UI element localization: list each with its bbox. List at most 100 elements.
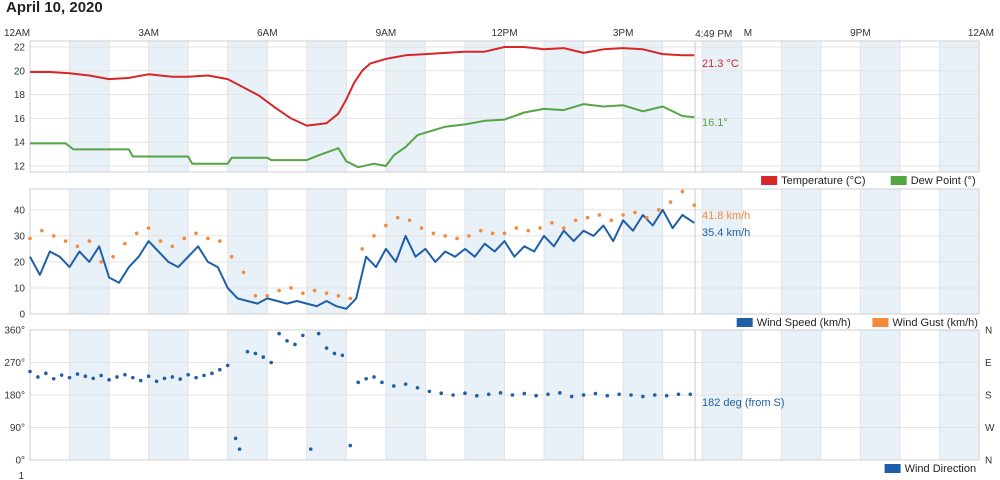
legend-label-0-0: Temperature (°C) <box>781 175 865 187</box>
band-0-19 <box>781 41 821 172</box>
ytick-1-0: 0 <box>19 310 25 321</box>
band-0-3 <box>148 41 189 172</box>
time-label-3: 9AM <box>376 28 397 39</box>
point-1-1-22 <box>289 286 293 290</box>
point-2-0-57 <box>522 391 527 396</box>
point-1-1-33 <box>419 226 424 230</box>
ytick-0-1: 14 <box>14 138 26 149</box>
point-2-0-22 <box>202 373 206 378</box>
panel-frames <box>29 40 980 461</box>
point-2-0-45 <box>380 380 384 385</box>
point-1-1-5 <box>87 239 92 243</box>
annotation-0-1: 16.1° <box>702 117 728 129</box>
point-1-1-3 <box>63 239 68 243</box>
band-1-7 <box>306 189 347 314</box>
current-time-label: 4:49 PM <box>695 29 732 40</box>
time-label-7: 9PM <box>850 28 871 39</box>
ytick-1-2: 20 <box>14 257 26 268</box>
point-1-1-56 <box>692 203 697 207</box>
point-1-1-32 <box>407 218 412 223</box>
ytick-1-4: 40 <box>14 205 26 216</box>
point-2-0-53 <box>475 393 479 398</box>
point-1-1-54 <box>668 200 673 204</box>
legend-swatch-0-1 <box>890 176 907 185</box>
point-2-0-5 <box>67 375 72 380</box>
point-1-1-12 <box>170 244 175 249</box>
point-2-0-28 <box>245 349 250 354</box>
point-2-0-50 <box>439 391 444 395</box>
point-2-0-16 <box>154 379 159 384</box>
point-1-1-29 <box>372 234 376 238</box>
ytick-2-2: 180° <box>4 391 25 402</box>
point-2-0-49 <box>427 389 432 394</box>
point-2-0-11 <box>115 375 119 379</box>
ytick-2-4: 360° <box>4 326 25 337</box>
point-1-1-35 <box>443 234 447 238</box>
point-2-0-32 <box>277 331 281 336</box>
ytick-right-2-3: E <box>985 358 992 369</box>
band-1-15 <box>623 189 663 314</box>
point-2-0-26 <box>233 436 238 441</box>
point-2-0-42 <box>356 380 360 385</box>
point-2-0-12 <box>123 372 127 377</box>
point-2-0-55 <box>498 391 503 395</box>
ytick-0-4: 20 <box>14 66 26 77</box>
series-line-0-0 <box>30 46 695 127</box>
point-2-0-60 <box>558 391 562 395</box>
band-0-17 <box>702 41 742 172</box>
band-0-5 <box>227 41 268 172</box>
point-1-1-27 <box>348 296 353 301</box>
frame-0 <box>29 40 980 173</box>
point-1-1-8 <box>123 241 127 246</box>
point-2-0-13 <box>131 375 135 380</box>
ytick-1-1: 10 <box>14 283 26 294</box>
point-1-1-55 <box>680 189 685 194</box>
time-label-5: 3PM <box>613 28 634 39</box>
point-2-0-56 <box>510 393 515 397</box>
point-1-1-14 <box>194 231 198 236</box>
frame-2 <box>29 329 980 461</box>
point-2-0-61 <box>569 394 574 399</box>
point-1-1-49 <box>609 218 614 223</box>
point-2-0-48 <box>415 385 420 390</box>
point-2-0-24 <box>218 367 222 372</box>
point-2-0-65 <box>617 392 621 397</box>
point-2-0-30 <box>261 355 266 359</box>
point-2-0-37 <box>316 331 321 336</box>
point-2-0-39 <box>332 351 337 356</box>
point-2-0-44 <box>372 375 376 379</box>
legend-label-0-1: Dew Point (°) <box>911 175 976 187</box>
annotation-1-1: 35.4 km/h <box>702 227 750 239</box>
point-2-0-0 <box>28 369 32 374</box>
point-2-0-46 <box>391 384 396 388</box>
band-0-1 <box>69 41 110 172</box>
series-line-0-1 <box>30 103 695 169</box>
point-1-1-53 <box>656 208 661 212</box>
point-1-1-43 <box>538 226 542 230</box>
point-2-0-3 <box>51 376 56 381</box>
point-1-1-39 <box>490 231 495 236</box>
band-1-3 <box>148 189 189 314</box>
band-0-9 <box>385 41 426 172</box>
band-1-19 <box>781 189 821 314</box>
ytick-right-2-2: S <box>985 391 992 402</box>
point-1-1-10 <box>146 226 151 230</box>
point-2-0-69 <box>664 393 669 398</box>
point-1-1-28 <box>360 247 364 251</box>
point-1-1-21 <box>277 288 281 293</box>
time-label-4: 12PM <box>491 28 517 39</box>
ytick-0-5: 22 <box>14 42 26 53</box>
point-2-0-51 <box>451 393 455 397</box>
point-1-1-51 <box>633 210 637 215</box>
legend-label-2-0: Wind Direction <box>905 463 977 475</box>
ytick-2-0: 0° <box>15 456 25 467</box>
point-2-0-63 <box>593 391 598 396</box>
point-1-1-42 <box>526 228 531 233</box>
legend-label-1-0: Wind Speed (km/h) <box>757 317 851 329</box>
alternating-bands <box>69 41 979 460</box>
annotation-2-0: 182 deg (from S) <box>702 397 785 409</box>
point-2-0-40 <box>340 353 345 358</box>
point-2-0-38 <box>324 346 329 350</box>
point-1-1-17 <box>229 254 234 259</box>
